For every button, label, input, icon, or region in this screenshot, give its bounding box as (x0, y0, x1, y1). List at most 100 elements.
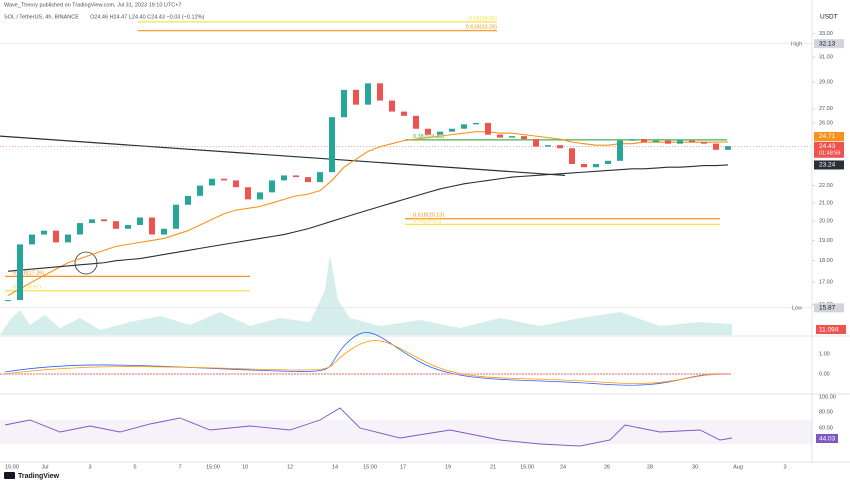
candle (449, 128, 455, 132)
rsi-value: 44.03 (819, 436, 836, 443)
fib-label: 0.382(24.85) (413, 134, 444, 140)
candle (17, 244, 23, 301)
candle (161, 228, 167, 235)
candle (473, 122, 479, 125)
candle (713, 143, 719, 150)
high-label: High (791, 41, 802, 47)
candle (545, 145, 551, 147)
macd-line (4, 332, 731, 386)
last-value: 24.43 (819, 143, 836, 150)
candle (197, 185, 203, 196)
candle (113, 221, 119, 229)
candle (257, 192, 263, 200)
rsi-tick: 100.00 (819, 394, 836, 400)
candle (521, 136, 527, 140)
candle (509, 136, 515, 138)
macd-tick: 1.00 (819, 351, 830, 357)
ma-fast-bg (814, 131, 844, 141)
high-value: 32.13 (819, 40, 836, 47)
candle (677, 140, 683, 144)
x-tick-label: 19 (445, 464, 451, 470)
moving-average (7, 131, 729, 297)
countdown: 01:48:59 (819, 151, 840, 157)
x-tick-label: 15:00 (520, 464, 534, 470)
y-tick-label: 20.00 (819, 219, 833, 225)
candle (305, 177, 311, 183)
rsi-band (0, 420, 812, 444)
candle (569, 148, 575, 164)
candle (689, 140, 695, 143)
x-tick-label: 28 (647, 464, 653, 470)
currency: USDT (820, 14, 838, 21)
y-tick-label: 27.00 (819, 106, 833, 112)
volume-area (0, 255, 732, 335)
candle (149, 217, 155, 235)
x-tick-label: Jul (41, 464, 48, 470)
low-bg (814, 303, 844, 313)
candle (65, 234, 71, 243)
high-bg (814, 39, 844, 49)
candle (329, 117, 335, 173)
trendline (0, 135, 566, 177)
candle (497, 134, 503, 138)
x-tick-label: 30 (692, 464, 698, 470)
candle (281, 175, 287, 181)
highlight-circle (74, 251, 98, 275)
candle (209, 178, 215, 186)
candle (389, 100, 395, 112)
candle (485, 122, 491, 135)
macd-tick: 0.00 (819, 371, 830, 377)
x-tick-label: 5 (133, 464, 136, 470)
candle (221, 178, 227, 181)
x-tick-label: 3 (88, 464, 91, 470)
symbol: SOL / TetherUS, 4h, BINANCE (4, 14, 79, 20)
candle (185, 195, 191, 205)
y-tick-label: 18.00 (819, 258, 833, 264)
candle (437, 131, 443, 135)
x-tick-label: 26 (604, 464, 610, 470)
candle (353, 89, 359, 105)
candle (641, 139, 647, 143)
y-tick-label: 33.00 (819, 31, 833, 37)
candle (629, 139, 635, 141)
candle (533, 139, 539, 147)
candle (53, 230, 59, 243)
y-tick-label: 26.00 (819, 120, 833, 126)
candle (101, 219, 107, 222)
candle (701, 142, 707, 144)
ma-fast-value: 24.71 (819, 133, 836, 140)
brand-logo (4, 472, 15, 479)
x-tick-label: 3 (783, 464, 786, 470)
x-tick-label: 15:00 (206, 464, 220, 470)
candle (233, 180, 239, 188)
ohlc: O24.46 H24.47 L24.40 C24.43 −0.03 (−0.12… (90, 14, 205, 20)
candle (89, 219, 95, 224)
y-tick-label: 29.00 (819, 79, 833, 85)
candle (665, 140, 671, 144)
candle (293, 175, 299, 178)
x-tick-label: 15:00 (363, 464, 377, 470)
low-value: 15.87 (819, 305, 836, 312)
candle (653, 140, 659, 143)
candle (341, 89, 347, 118)
publisher: Wave_Theory published on TradingView.com… (4, 2, 181, 8)
x-tick-label: Aug (733, 464, 743, 470)
candle (557, 145, 563, 149)
candle (377, 83, 383, 101)
x-tick-label: 15:00 (5, 464, 19, 470)
brand: TradingView (18, 473, 60, 480)
candle (77, 223, 83, 235)
y-tick-label: 31.00 (819, 55, 833, 61)
last-bg (814, 141, 844, 158)
ma-slow-bg (814, 160, 844, 170)
fib-label: 0.65(16.61) (13, 285, 41, 291)
candle (401, 111, 407, 116)
candle (5, 300, 11, 302)
candle (461, 124, 467, 129)
candle (137, 217, 143, 225)
volume-label: 11.094 (819, 327, 839, 334)
candle (365, 83, 371, 105)
moving-average (7, 164, 729, 272)
